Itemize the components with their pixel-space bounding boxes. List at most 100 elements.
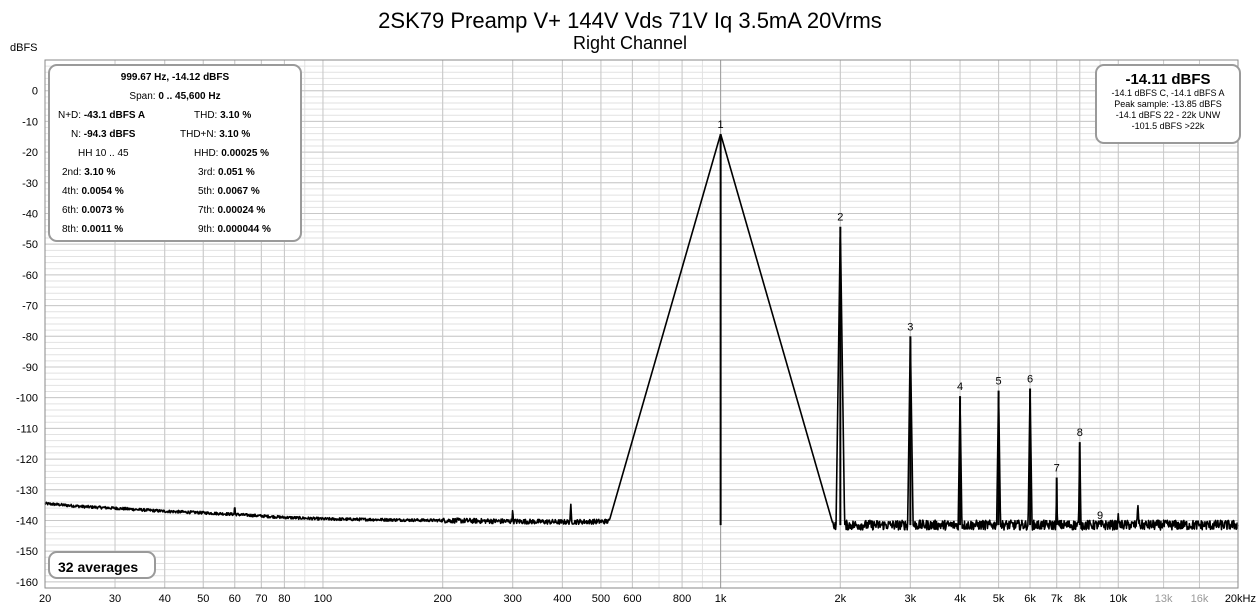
x-tick-label: 10k [1109,593,1127,605]
chart-title: 2SK79 Preamp V+ 144V Vds 71V Iq 3.5mA 20… [378,8,882,33]
x-tick-label: 2k [835,593,847,605]
hhd-label: HHD: [194,148,219,159]
h2-value: 3.10 % [84,167,116,178]
h7-label: 7th: [198,205,215,216]
y-tick-label: -100 [16,393,38,405]
h6-label: 6th: [62,205,79,216]
harmonic-label-8: 8 [1077,427,1083,439]
thdn-value: 3.10 % [219,129,251,140]
level-line-2: Peak sample: -13.85 dBFS [1114,99,1222,109]
y-tick-label: -40 [22,208,38,220]
harmonic-label-1: 1 [718,119,724,131]
harmonic-label-9: 9 [1097,510,1103,522]
y-tick-label: -20 [22,147,38,159]
x-tick-label: 6k [1024,593,1036,605]
harmonic-label-3: 3 [907,321,913,333]
thd-label: THD: [194,110,218,121]
x-tick-label: 16k [1191,593,1209,605]
chart-subtitle: Right Channel [572,33,688,53]
h8-label: 8th: [62,224,79,235]
y-tick-label: -50 [22,239,38,251]
thdn-row: THD+N: 3.10 % [180,129,250,140]
x-tick-label: 1k [715,593,727,605]
y-tick-label: -30 [22,178,38,190]
y-tick-label: -120 [16,454,38,466]
harmonic-label-7: 7 [1054,462,1060,474]
harmonic-label-6: 6 [1027,373,1033,385]
h7-value: 0.00024 % [217,205,266,216]
x-tick-label: 600 [623,593,641,605]
harmonic-label-4: 4 [957,381,963,393]
y-tick-labels: 0 -10 -20 -30 -40 -50 -60 -70 -80 -90 -100 -110 -120… [16,86,38,589]
y-tick-label: 0 [32,86,38,98]
y-tick-label: -60 [22,270,38,282]
stats-header: 999.67 Hz, -14.12 dBFS [120,72,230,83]
harmonic-labels: 1 2 3 4 5 6 7 8 9 [718,119,1104,522]
y-tick-label: -160 [16,577,38,589]
y-tick-label: -150 [16,546,38,558]
x-tick-label: 4k [954,593,966,605]
x-tick-label: 3k [905,593,917,605]
x-tick-label: 80 [278,593,290,605]
stats-span: Span: 0 .. 45,600 Hz [50,91,300,102]
n-label: N: [71,129,81,140]
h2-label: 2nd: [62,167,82,178]
h9-label: 9th: [198,224,215,235]
y-tick-label: -140 [16,515,38,527]
level-line-4: -101.5 dBFS >22k [1131,121,1205,131]
y-tick-label: -130 [16,485,38,497]
h5-row: 5th: 0.0067 % [198,186,260,197]
n-value: -94.3 dBFS [83,129,136,140]
x-tick-label: 7k [1051,593,1063,605]
h8-row: 8th: 0.0011 % [62,224,123,235]
x-tick-label: 800 [673,593,691,605]
level-value: -14.11 dBFS [1125,71,1211,88]
span-value: 0 .. 45,600 Hz [158,91,221,102]
harmonic-label-2: 2 [837,212,843,224]
y-tick-label: -80 [22,331,38,343]
h9-value: 0.000044 % [217,224,271,235]
hh-label: HH 10 .. 45 [78,148,129,159]
x-tick-label: 100 [314,593,332,605]
x-tick-label: 60 [229,593,241,605]
thd-row: THD: 3.10 % [194,110,251,121]
nd-row: N+D: -43.1 dBFS A [58,110,145,121]
x-tick-label: 200 [433,593,451,605]
h4-value: 0.0054 % [81,186,124,197]
y-tick-label: -110 [17,423,38,435]
h4-row: 4th: 0.0054 % [62,186,124,197]
x-tick-label: 5k [993,593,1005,605]
level-line-1: -14.1 dBFS C, -14.1 dBFS A [1111,88,1225,98]
y-tick-label: -10 [22,116,38,128]
hhd-value: 0.00025 % [221,148,270,159]
h7-row: 7th: 0.00024 % [198,205,265,216]
h6-value: 0.0073 % [81,205,124,216]
thdn-label: THD+N: [180,129,217,140]
spectrum-line [44,133,1239,531]
x-tick-label: 13k [1155,593,1173,605]
h5-label: 5th: [198,186,215,197]
level-panel[interactable]: -14.11 dBFS -14.1 dBFS C, -14.1 dBFS A P… [1095,64,1241,144]
plot-frame [44,59,1239,589]
nd-label: N+D: [58,110,82,121]
spectrum-trace [44,133,1239,531]
x-tick-labels: 20 30 40 50 60 70 80 100 200 300 400 500 600 800 1k 2k 3… [39,593,1256,605]
h8-value: 0.0011 % [81,224,124,235]
averages-badge[interactable]: 32 averages [48,551,156,579]
x-tick-label: 400 [553,593,571,605]
hhd-row: HHD: 0.00025 % [194,148,269,159]
x-tick-label: 20kHz [1225,593,1256,605]
h2-row: 2nd: 3.10 % [62,167,115,178]
stats-panel[interactable]: 999.67 Hz, -14.12 dBFS Span: 0 .. 45,600… [48,64,302,242]
y-tick-label: -90 [22,362,38,374]
level-line-3: -14.1 dBFS 22 - 22k UNW [1115,110,1221,120]
h3-value: 0.051 % [218,167,255,178]
x-tick-label: 30 [109,593,121,605]
h5-value: 0.0067 % [217,186,260,197]
h9-row: 9th: 0.000044 % [198,224,271,235]
span-label: Span: [129,91,156,102]
y-tick-label: -70 [22,301,38,313]
h3-label: 3rd: [198,167,216,178]
h6-row: 6th: 0.0073 % [62,205,124,216]
harmonic-label-5: 5 [996,376,1002,388]
